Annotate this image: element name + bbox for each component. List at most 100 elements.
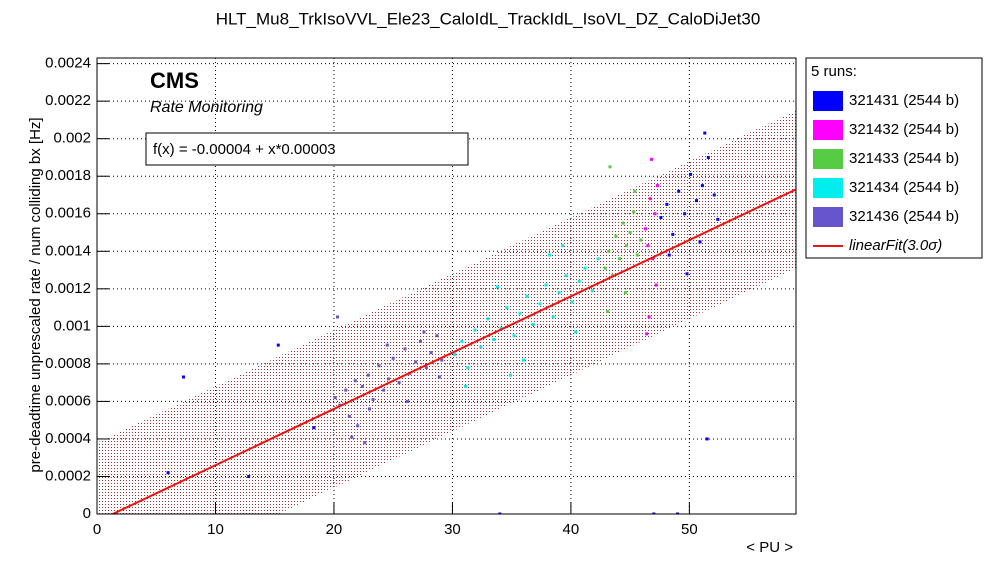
y-tick-label: 0.0012	[45, 280, 91, 297]
point	[440, 358, 444, 362]
legend-swatch	[813, 207, 843, 227]
point	[499, 326, 503, 330]
point	[312, 426, 316, 430]
point	[646, 244, 650, 248]
point	[607, 249, 611, 253]
legend-swatch	[813, 149, 843, 169]
point	[647, 315, 651, 319]
legend-label: 321436 (2544 b)	[849, 208, 959, 225]
legend-swatch	[813, 91, 843, 111]
point	[557, 291, 561, 295]
y-tick-label: 0	[83, 505, 91, 522]
point	[403, 347, 407, 351]
point	[405, 399, 409, 403]
point	[495, 285, 499, 289]
point	[698, 240, 702, 244]
point	[548, 253, 552, 257]
fit-box	[145, 132, 469, 166]
point	[583, 266, 587, 270]
legend-label: 321433 (2544 b)	[849, 150, 959, 167]
point	[181, 375, 185, 379]
legend-label: 321434 (2544 b)	[849, 179, 959, 196]
point	[712, 193, 716, 197]
point	[492, 337, 496, 341]
y-tick-label: 0.0002	[45, 467, 91, 484]
point	[649, 157, 653, 161]
point	[700, 184, 704, 188]
point	[486, 317, 490, 321]
fit-band	[97, 110, 796, 514]
point	[621, 221, 625, 225]
legend-label: 321431 (2544 b)	[849, 92, 959, 109]
point	[512, 334, 516, 338]
point	[414, 360, 418, 364]
point	[645, 332, 649, 336]
point	[632, 210, 636, 214]
point	[356, 424, 360, 428]
x-tick-label: 30	[444, 521, 461, 538]
point	[397, 381, 401, 385]
point	[360, 384, 364, 388]
y-tick-label: 0.0022	[45, 92, 91, 109]
point	[574, 330, 578, 334]
point	[551, 315, 555, 319]
chart-title: HLT_Mu8_TrkIsoVVL_Ele23_CaloIdL_TrackIdL…	[216, 9, 761, 28]
point	[391, 356, 395, 360]
fit-line	[110, 188, 796, 514]
point	[659, 216, 663, 220]
point	[625, 244, 629, 248]
point	[498, 512, 502, 514]
point	[570, 300, 574, 304]
y-axis-label: pre-deadtime unprescaled rate / num coll…	[27, 117, 44, 472]
point	[703, 131, 707, 135]
point	[683, 212, 687, 216]
point	[367, 407, 371, 411]
y-tick-label: 0.0018	[45, 167, 91, 184]
y-tick-label: 0.0006	[45, 392, 91, 409]
point	[652, 512, 656, 514]
point	[363, 441, 367, 445]
point	[276, 343, 280, 347]
point	[633, 189, 637, 193]
point	[676, 512, 680, 514]
point	[435, 334, 439, 338]
point	[685, 272, 689, 276]
point	[648, 197, 652, 201]
point	[437, 375, 441, 379]
legend-swatch	[813, 120, 843, 140]
point	[382, 388, 386, 392]
point	[596, 257, 600, 261]
point	[653, 212, 657, 216]
point	[623, 291, 627, 295]
point	[385, 343, 389, 347]
point	[639, 238, 643, 242]
point	[644, 227, 648, 231]
point	[344, 388, 348, 392]
point	[422, 330, 426, 334]
point	[429, 351, 433, 355]
point	[590, 289, 594, 293]
point	[418, 339, 422, 343]
point	[505, 306, 509, 310]
brand: CMS	[150, 68, 199, 93]
point	[525, 294, 529, 298]
point	[603, 266, 607, 270]
y-tick-label: 0.0014	[45, 242, 91, 259]
legend-entries: 321431 (2544 b) 321432 (2544 b) 321433 (25…	[813, 91, 959, 254]
x-tick-label: 40	[563, 521, 580, 538]
point	[706, 155, 710, 159]
point	[614, 234, 618, 238]
point	[617, 257, 621, 261]
legend-swatch	[813, 178, 843, 198]
point	[628, 231, 632, 235]
point	[544, 283, 548, 287]
x-tick-label: 20	[326, 521, 343, 538]
point	[716, 217, 720, 221]
point	[665, 202, 669, 206]
legend-label: 321432 (2544 b)	[849, 121, 959, 138]
fit-formula: f(x) = -0.00004 + x*0.00003	[153, 141, 336, 158]
fit-group	[97, 110, 796, 514]
point	[424, 366, 428, 370]
point	[538, 302, 542, 306]
point	[466, 366, 470, 370]
